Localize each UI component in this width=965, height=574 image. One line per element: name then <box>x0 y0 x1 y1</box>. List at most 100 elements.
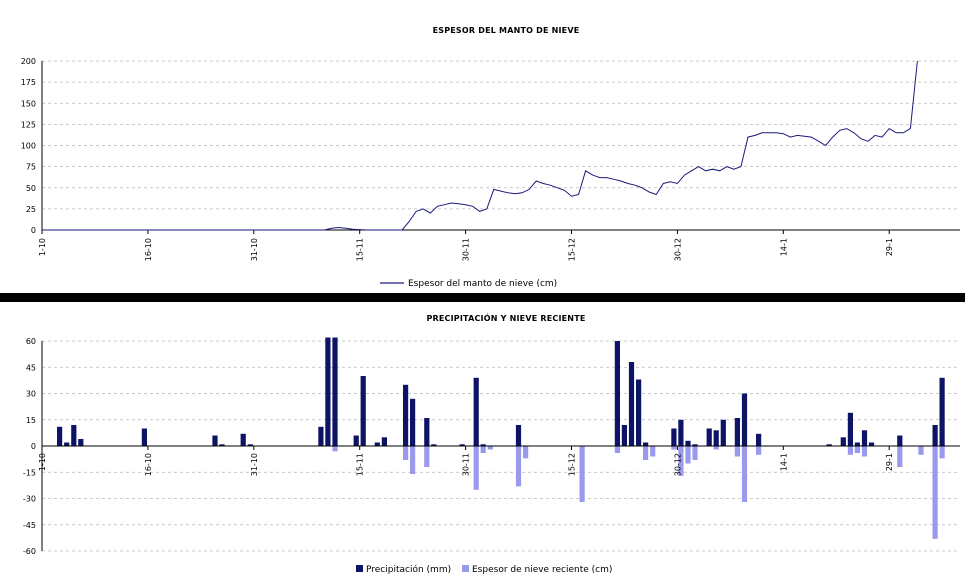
precipitation-x-tick-label: 15-12 <box>568 453 577 476</box>
snow-depth-y-tick-label: 125 <box>21 120 36 129</box>
fresh-snow-bar <box>756 446 762 455</box>
precipitation-y-tick-label: -15 <box>23 468 36 477</box>
precipitation-chart: PRECIPITACIÓN Y NIEVE RECIENTE -60 -45 -30… <box>23 312 960 574</box>
snow-depth-y-tick-label: 150 <box>21 99 36 108</box>
precipitation-bar <box>318 426 324 447</box>
fresh-snow-bar <box>713 446 719 450</box>
precipitation-bar <box>840 437 846 447</box>
precipitation-bar <box>678 419 684 447</box>
snow-depth-x-tick-label: 30-12 <box>673 238 682 261</box>
fresh-snow-bar <box>932 446 938 539</box>
fresh-snow-bar <box>332 446 338 452</box>
precipitation-bars <box>57 337 945 539</box>
snow-depth-chart: ESPESOR DEL MANTO DE NIEVE 0 25 50 75 100 125… <box>21 26 960 289</box>
snow-depth-y-tick-label: 0 <box>31 226 36 235</box>
precipitation-y-tick-label: 15 <box>26 416 36 425</box>
snow-depth-x-tick-label: 16-10 <box>144 238 153 261</box>
precipitation-y-tick-label: 30 <box>26 390 36 399</box>
precipitation-y-tick-label: 45 <box>26 363 36 372</box>
fresh-snow-bar <box>734 446 740 457</box>
fresh-snow-legend-swatch <box>462 565 469 572</box>
precipitation-bar <box>643 442 649 446</box>
snow-depth-y-tick-label: 50 <box>26 184 36 193</box>
precipitation-bar <box>720 419 726 447</box>
snow-depth-y-tick-label: 25 <box>26 205 36 214</box>
fresh-snow-bar <box>410 446 416 474</box>
fresh-snow-bar <box>939 446 945 459</box>
snow-depth-grid <box>42 60 960 210</box>
snow-depth-y-tick-label: 100 <box>21 142 36 151</box>
snow-depth-y-tick-label: 175 <box>21 78 36 87</box>
precipitation-bar <box>381 437 387 447</box>
precipitation-bar <box>636 379 642 446</box>
precipitation-bar <box>706 428 712 446</box>
precipitation-bar <box>141 428 147 446</box>
snow-depth-chart-title: ESPESOR DEL MANTO DE NIEVE <box>433 26 580 35</box>
fresh-snow-bar <box>473 446 479 490</box>
snow-depth-x-axis: 1-10 16-10 31-10 15-11 30-11 15-12 30-12 14-1 29… <box>38 230 894 261</box>
fresh-snow-bar <box>403 446 409 460</box>
snow-depth-x-tick-label: 15-11 <box>356 238 365 261</box>
precipitation-bar <box>403 384 409 447</box>
precipitation-bar <box>325 337 331 446</box>
precipitation-legend-swatch <box>356 565 363 572</box>
precipitation-bar <box>897 435 903 446</box>
fresh-snow-bar <box>523 446 529 459</box>
precipitation-bar <box>939 377 945 447</box>
precipitation-bar <box>734 418 740 446</box>
fresh-snow-bar <box>487 446 493 450</box>
precipitation-y-axis: -60 -45 -30 -15 0 15 30 45 60 <box>23 337 960 556</box>
precipitation-bar <box>57 426 63 447</box>
fresh-snow-bar <box>861 446 868 457</box>
fresh-snow-bar <box>854 446 860 453</box>
snow-depth-x-tick-label: 1-10 <box>38 238 47 256</box>
fresh-snow-bar <box>692 446 698 460</box>
precipitation-bar <box>332 337 338 446</box>
precipitation-y-tick-label: 60 <box>26 337 36 346</box>
precipitation-bar <box>628 362 635 446</box>
fresh-snow-bar <box>897 446 903 467</box>
precipitation-bar <box>692 444 698 447</box>
precipitation-bar <box>78 439 84 446</box>
precipitation-x-tick-label: 1-10 <box>38 453 47 471</box>
snow-depth-x-tick-label: 31-10 <box>250 238 259 261</box>
precipitation-bar <box>515 425 522 446</box>
fresh-snow-bar <box>918 446 924 455</box>
precipitation-bar <box>424 418 430 446</box>
precipitation-y-tick-label: 0 <box>31 442 36 451</box>
precipitation-x-tick-label: 31-10 <box>250 453 259 476</box>
precipitation-bar <box>219 444 225 447</box>
fresh-snow-bar <box>685 446 691 464</box>
fresh-snow-bar <box>515 446 522 487</box>
precipitation-bar <box>756 433 762 447</box>
fresh-snow-bar <box>424 446 430 467</box>
precipitation-bar <box>671 428 677 446</box>
precipitation-bar <box>473 377 479 447</box>
precipitation-bar <box>741 393 748 446</box>
precipitation-x-axis: 1-10 16-10 31-10 15-11 30-11 15-12 30-12 14-1 29… <box>38 446 894 476</box>
precipitation-bar <box>240 433 246 447</box>
snow-depth-x-tick-label: 15-12 <box>568 238 577 261</box>
precipitation-bar <box>360 376 366 446</box>
precipitation-x-tick-label: 30-12 <box>673 453 682 476</box>
precipitation-bar <box>854 442 860 446</box>
precipitation-legend-label: Precipitación (mm) <box>366 564 451 574</box>
chart-separator-band <box>0 293 965 302</box>
fresh-snow-bar <box>650 446 656 457</box>
precipitation-chart-title: PRECIPITACIÓN Y NIEVE RECIENTE <box>426 312 585 323</box>
snow-depth-x-tick-label: 30-11 <box>462 238 471 261</box>
snow-depth-y-tick-label: 200 <box>21 57 36 66</box>
precipitation-bar <box>71 425 77 446</box>
precipitation-bar <box>431 444 437 447</box>
fresh-snow-bar <box>480 446 486 453</box>
precipitation-bar <box>826 444 832 447</box>
precipitation-bar <box>353 435 359 446</box>
precipitation-bar <box>621 425 627 446</box>
precipitation-x-tick-label: 29-1 <box>885 453 894 471</box>
precipitation-bar <box>480 444 486 447</box>
precipitation-bar <box>868 442 875 446</box>
fresh-snow-bar <box>579 446 585 502</box>
precipitation-y-tick-label: -60 <box>23 547 36 556</box>
precipitation-bar <box>459 444 465 447</box>
